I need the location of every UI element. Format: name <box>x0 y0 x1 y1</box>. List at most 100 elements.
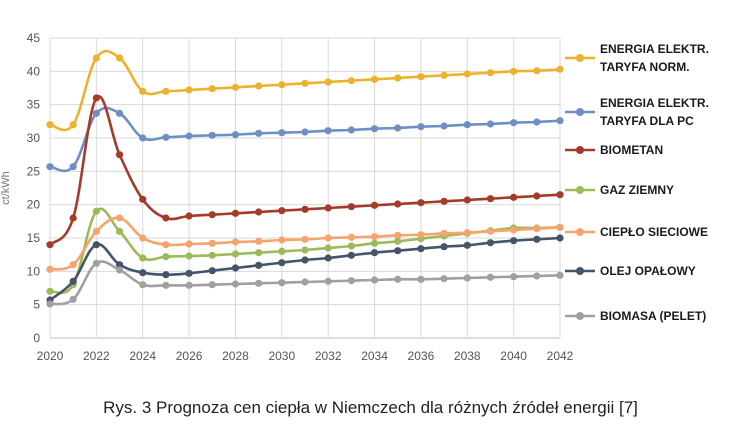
data-point <box>46 163 54 171</box>
data-point <box>440 71 448 79</box>
data-point <box>162 271 170 279</box>
data-point <box>92 54 100 62</box>
data-point <box>185 269 193 277</box>
data-point <box>278 279 286 287</box>
data-point <box>347 233 355 241</box>
data-point <box>69 261 77 269</box>
data-point <box>324 244 332 252</box>
data-point <box>394 275 402 283</box>
legend-label: ENERGIA ELEKTR. <box>600 96 709 110</box>
x-axis: 2020 2022 2024 2026 2028 2030 2032 2034 2036 2038… <box>37 349 574 363</box>
x-tick-label: 2020 <box>37 349 64 363</box>
data-point <box>347 203 355 211</box>
data-point <box>231 264 240 272</box>
data-point <box>255 208 263 216</box>
data-point <box>69 121 77 129</box>
legend-item: CIEPŁO SIECIOWE <box>565 225 708 239</box>
data-point <box>370 276 379 284</box>
data-point <box>278 236 286 244</box>
data-point <box>440 197 448 205</box>
data-point <box>556 117 564 125</box>
data-point <box>46 300 54 308</box>
data-point <box>115 266 124 274</box>
data-point <box>46 241 54 249</box>
y-tick-label: 15 <box>27 231 41 245</box>
data-point <box>278 207 286 215</box>
y-tick-label: 10 <box>27 264 41 278</box>
legend-label: OLEJ OPAŁOWY <box>600 264 696 278</box>
data-point <box>370 249 379 257</box>
data-point <box>440 275 448 283</box>
data-point <box>394 247 402 255</box>
data-point <box>208 281 216 289</box>
data-point <box>486 195 495 203</box>
series-1 <box>46 49 564 132</box>
legend-label: ENERGIA ELEKTR. <box>600 42 709 56</box>
data-point <box>533 235 541 243</box>
data-point <box>440 229 448 237</box>
data-point <box>533 118 541 126</box>
data-point <box>162 214 170 222</box>
legend-item: ENERGIA ELEKTR. TARYFA NORM. <box>565 42 709 74</box>
data-point <box>417 123 425 131</box>
x-tick-label: 2042 <box>547 349 574 363</box>
data-point <box>370 233 379 241</box>
x-tick-label: 2028 <box>222 349 249 363</box>
chart-legend: ENERGIA ELEKTR.TARYFA NORM.ENERGIA ELEKT… <box>565 42 709 323</box>
data-point <box>46 287 54 295</box>
data-point <box>463 274 471 282</box>
data-point <box>139 87 147 95</box>
data-point <box>556 234 564 242</box>
data-point <box>208 239 216 247</box>
y-tick-label: 25 <box>27 164 41 178</box>
data-point <box>139 234 147 242</box>
data-point <box>231 250 240 258</box>
data-point <box>533 192 541 200</box>
data-point <box>370 125 379 133</box>
data-point <box>347 77 355 85</box>
data-point <box>231 131 240 139</box>
data-point <box>208 251 216 259</box>
y-tick-label: 40 <box>27 64 41 78</box>
legend-item: OLEJ OPAŁOWY <box>565 264 696 278</box>
data-point <box>255 261 263 269</box>
data-point <box>208 267 216 275</box>
data-point <box>92 241 100 249</box>
data-point <box>185 252 193 260</box>
data-point <box>394 231 402 239</box>
data-point <box>510 67 518 75</box>
data-point <box>139 195 147 203</box>
data-point <box>115 54 124 62</box>
x-tick-label: 2024 <box>129 349 156 363</box>
data-point <box>185 281 193 289</box>
data-point <box>510 119 518 127</box>
data-point <box>255 237 263 245</box>
data-point <box>486 239 495 247</box>
legend-marker <box>576 312 584 320</box>
data-point <box>324 254 332 262</box>
data-point <box>324 127 332 135</box>
data-point <box>417 245 425 253</box>
data-point <box>510 226 518 234</box>
data-point <box>301 205 309 213</box>
data-point <box>185 86 193 94</box>
data-point <box>417 73 425 81</box>
x-tick-label: 2036 <box>408 349 435 363</box>
series-5 <box>46 214 564 273</box>
data-point <box>162 281 170 289</box>
data-point <box>533 272 541 280</box>
data-point <box>208 211 216 219</box>
data-point <box>278 129 286 137</box>
data-point <box>92 207 100 215</box>
data-point <box>463 229 471 237</box>
y-tick-label: 0 <box>33 331 40 345</box>
data-point <box>162 253 170 261</box>
data-point <box>301 128 309 136</box>
x-tick-label: 2038 <box>454 349 481 363</box>
x-tick-label: 2040 <box>500 349 527 363</box>
data-point <box>231 209 240 217</box>
data-point <box>510 237 518 245</box>
y-tick-label: 30 <box>27 131 41 145</box>
data-point <box>115 214 124 222</box>
legend-label: TARYFA NORM. <box>600 60 690 74</box>
